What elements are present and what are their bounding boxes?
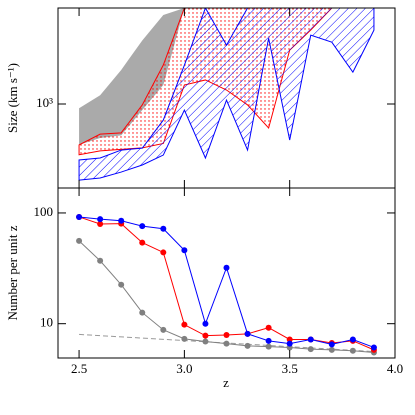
- marker: [160, 249, 167, 256]
- marker: [286, 336, 293, 343]
- marker: [307, 336, 314, 343]
- marker: [223, 340, 230, 347]
- marker: [223, 264, 230, 271]
- x-axis-label: z: [223, 375, 229, 390]
- marker: [265, 324, 272, 331]
- band: [78, 8, 375, 181]
- marker: [244, 342, 251, 349]
- marker: [202, 338, 209, 345]
- line: [79, 216, 375, 348]
- marker: [118, 217, 125, 224]
- x-tick-label: 3.0: [176, 361, 192, 376]
- x-tick-label: 2.5: [71, 361, 87, 376]
- marker: [328, 341, 335, 348]
- marker: [223, 332, 230, 339]
- marker: [286, 340, 293, 347]
- marker: [202, 320, 209, 327]
- y-axis-label: Size (km s⁻¹): [5, 63, 20, 133]
- x-tick-label: 4.0: [387, 361, 403, 376]
- marker: [349, 347, 356, 354]
- marker: [265, 343, 272, 350]
- marker: [97, 216, 104, 223]
- marker: [244, 330, 251, 337]
- marker: [160, 326, 167, 333]
- y-tick-label: 100: [34, 204, 54, 219]
- axes-frame: [57, 187, 396, 359]
- marker: [328, 346, 335, 353]
- plot-area: [76, 213, 377, 356]
- marker: [139, 239, 146, 246]
- y-tick-label: 10³: [36, 95, 53, 110]
- marker: [202, 332, 209, 339]
- marker: [349, 336, 356, 343]
- marker: [370, 344, 377, 351]
- marker: [181, 335, 188, 342]
- marker: [76, 237, 83, 244]
- marker: [265, 337, 272, 344]
- marker: [307, 346, 314, 353]
- marker: [76, 213, 83, 220]
- plot-area: [78, 8, 375, 181]
- marker: [181, 247, 188, 254]
- marker: [97, 257, 104, 264]
- marker: [181, 321, 188, 328]
- band: [79, 8, 185, 145]
- marker: [97, 220, 104, 227]
- marker: [139, 223, 146, 230]
- y-tick-label: 10: [40, 315, 53, 330]
- marker: [139, 309, 146, 316]
- x-tick-label: 3.5: [282, 361, 298, 376]
- marker: [160, 225, 167, 232]
- y-axis-label: Number per unit z: [5, 225, 20, 320]
- marker: [118, 281, 125, 288]
